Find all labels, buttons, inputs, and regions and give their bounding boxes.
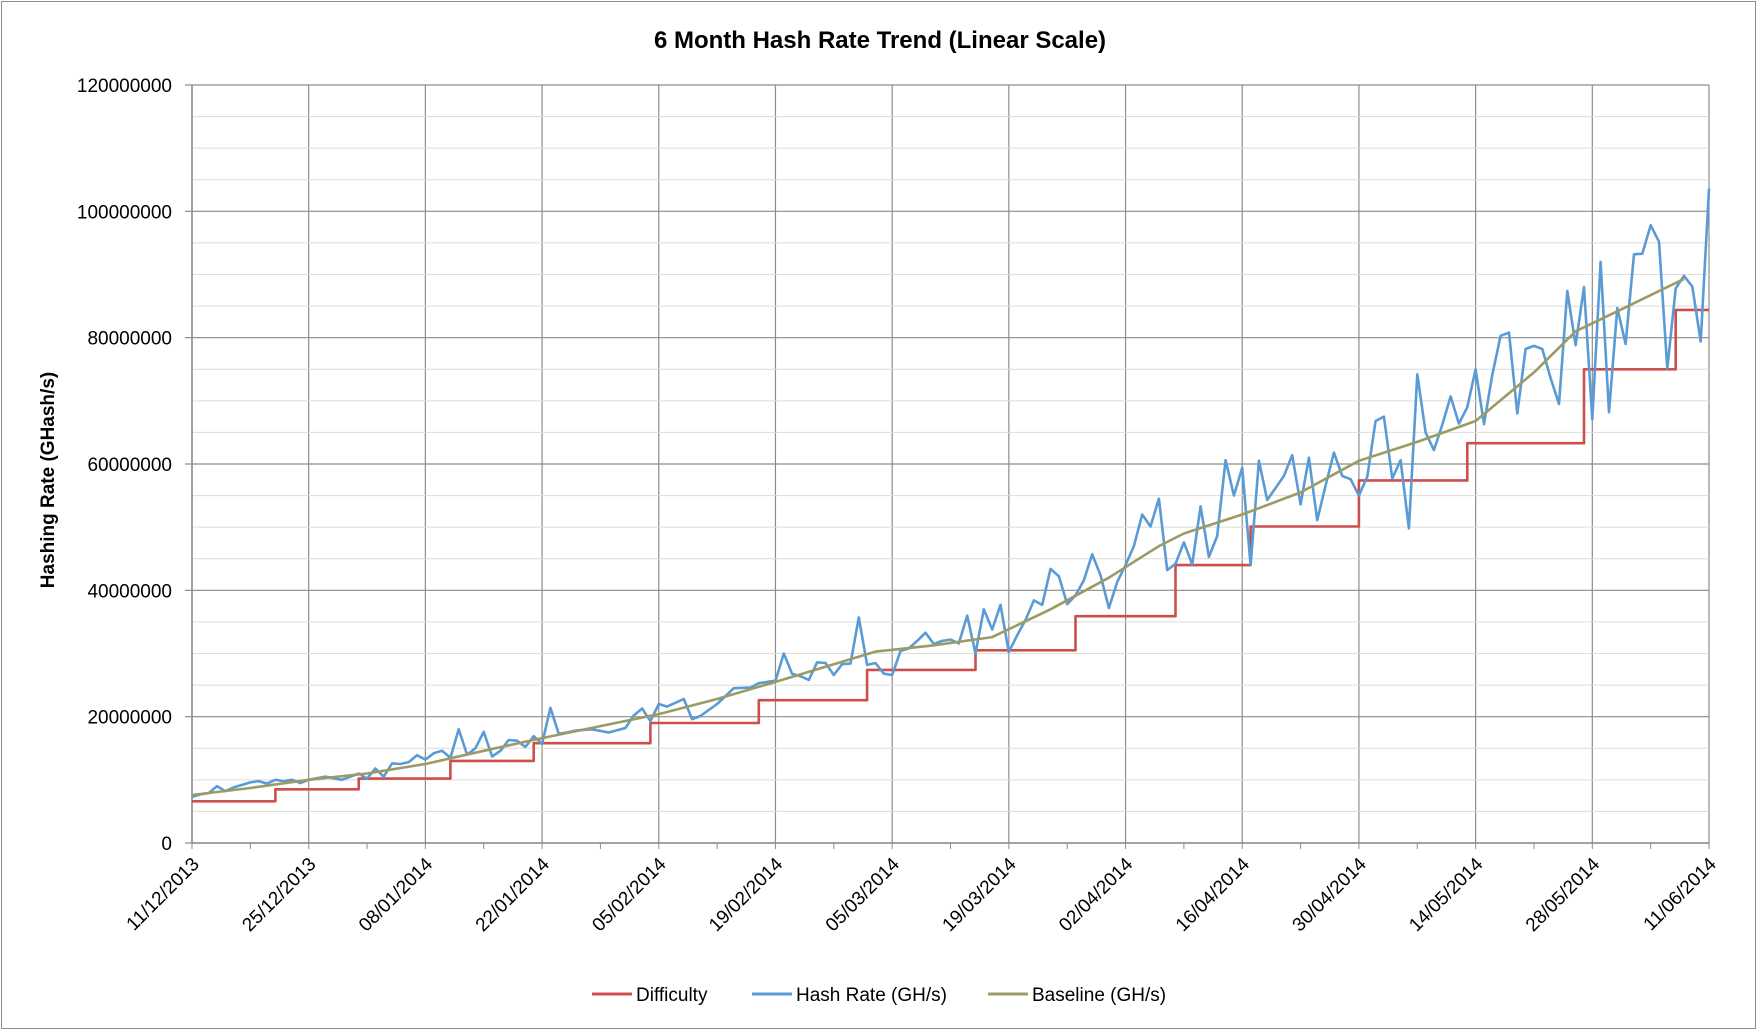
legend: Difficulty Hash Rate (GH/s) Baseline (GH/s… [592,985,1166,1006]
series-line-2 [191,277,1685,797]
x-tick-label: 28/05/2014 [1522,854,1604,936]
y-tick-label: 120000000 [77,76,172,97]
series-line-1 [191,188,1711,799]
x-tick-label: 25/12/2013 [238,854,320,936]
y-tick-labels: 0 20000000 40000000 60000000 80000000 1000000… [77,76,172,855]
x-tick-label: 16/04/2014 [1172,854,1254,936]
x-tick-label: 11/12/2013 [123,854,204,935]
x-tick-label: 14/05/2014 [1405,854,1487,936]
y-tick-label: 20000000 [87,708,172,729]
y-tick-label: 100000000 [77,202,172,223]
y-tick-label: 80000000 [87,329,172,350]
y-tick-label: 40000000 [87,581,172,602]
legend-label: Difficulty [636,985,708,1006]
y-tick-label: 60000000 [87,455,172,476]
series-line-0 [192,308,1709,803]
x-tick-label: 02/04/2014 [1055,854,1137,936]
horizontal-gridlines [192,84,1709,844]
x-tick-label: 22/01/2014 [472,854,554,936]
x-tick-labels: 11/12/2013 25/12/2013 08/01/2014 22/01/2014… [123,854,1721,936]
legend-label: Baseline (GH/s) [1032,985,1166,1006]
x-tick-label: 05/03/2014 [822,854,904,936]
chart-title: 6 Month Hash Rate Trend (Linear Scale) [654,27,1106,54]
x-tick-label: 19/02/2014 [705,854,787,936]
axes [185,84,1710,849]
x-tick-label: 30/04/2014 [1289,854,1371,936]
y-tick-label: 0 [161,834,172,855]
x-tick-label: 11/06/2014 [1640,854,1721,935]
legend-label: Hash Rate (GH/s) [796,985,947,1006]
series-layer [191,188,1711,803]
y-axis-title: Hashing Rate (GHash/s) [38,372,59,588]
x-tick-label: 05/02/2014 [588,854,670,936]
x-tick-label: 08/01/2014 [355,854,437,936]
x-tick-label: 19/03/2014 [939,854,1021,936]
